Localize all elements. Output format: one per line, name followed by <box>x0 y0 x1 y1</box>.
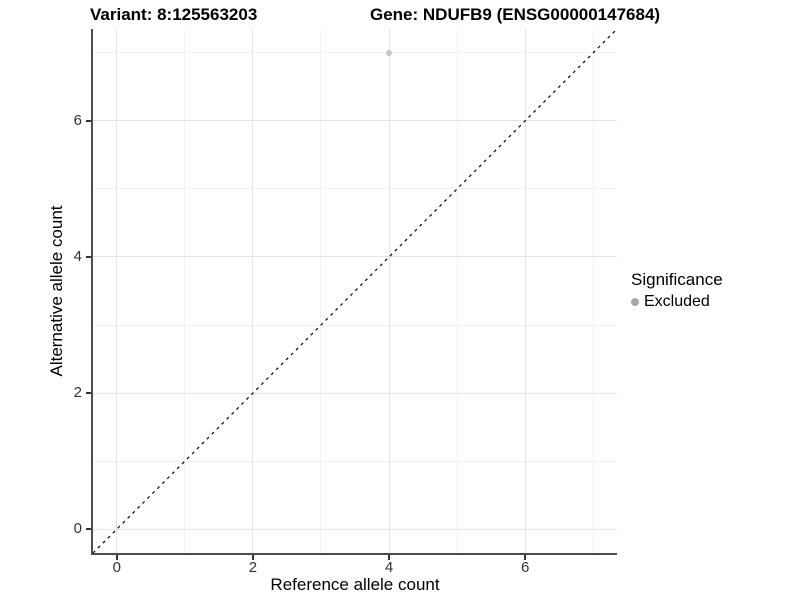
gridline-major <box>93 392 617 394</box>
gridline-minor <box>456 29 458 553</box>
x-tick-mark <box>388 555 391 560</box>
gridline-minor <box>93 52 617 54</box>
gridline-major <box>524 29 526 553</box>
gridline-major <box>93 528 617 530</box>
x-tick-mark <box>115 555 118 560</box>
legend-point-icon <box>631 297 639 306</box>
legend: Significance Excluded <box>631 269 723 311</box>
gridline-minor <box>93 324 617 326</box>
y-tick-mark <box>86 392 91 395</box>
gridline-minor <box>592 29 594 553</box>
legend-label: Excluded <box>644 293 710 310</box>
x-axis-line <box>91 553 617 555</box>
grid-layer <box>93 29 617 553</box>
gridline-major <box>252 29 254 553</box>
y-tick-mark <box>86 528 91 531</box>
y-tick-mark <box>86 119 91 122</box>
plot-panel <box>92 28 618 554</box>
gridline-major <box>116 29 118 553</box>
y-axis-line <box>91 29 93 555</box>
gridline-major <box>388 29 390 553</box>
x-tick-label: 4 <box>384 559 394 576</box>
identity-line <box>92 28 618 554</box>
y-axis-title: Alternative allele count <box>47 205 66 377</box>
points-layer <box>93 29 617 553</box>
y-tick-mark <box>86 255 91 258</box>
gridline-minor <box>93 188 617 190</box>
y-tick-label: 6 <box>73 111 82 129</box>
x-tick-label: 6 <box>520 559 530 576</box>
legend-title: Significance <box>631 270 723 289</box>
gene-title: Gene: NDUFB9 (ENSG00000147684) <box>370 5 661 24</box>
variant-title: Variant: 8:125563203 <box>90 5 258 24</box>
y-tick-label: 4 <box>73 247 82 265</box>
y-tick-label: 2 <box>73 384 82 402</box>
legend-items: Excluded <box>631 292 723 311</box>
x-tick-label: 0 <box>112 559 121 576</box>
gridline-minor <box>184 29 186 553</box>
legend-item: Excluded <box>631 292 723 311</box>
x-axis-title: Reference allele count <box>270 575 440 594</box>
y-tick-label: 0 <box>73 520 82 538</box>
gridline-minor <box>93 460 617 462</box>
gridline-major <box>93 120 617 122</box>
x-tick-mark <box>251 555 254 560</box>
data-point <box>386 49 393 56</box>
gridline-minor <box>320 29 322 553</box>
x-tick-label: 2 <box>248 559 258 576</box>
identity-line-layer <box>92 28 618 554</box>
gridline-major <box>93 256 617 258</box>
x-tick-mark <box>524 555 527 560</box>
